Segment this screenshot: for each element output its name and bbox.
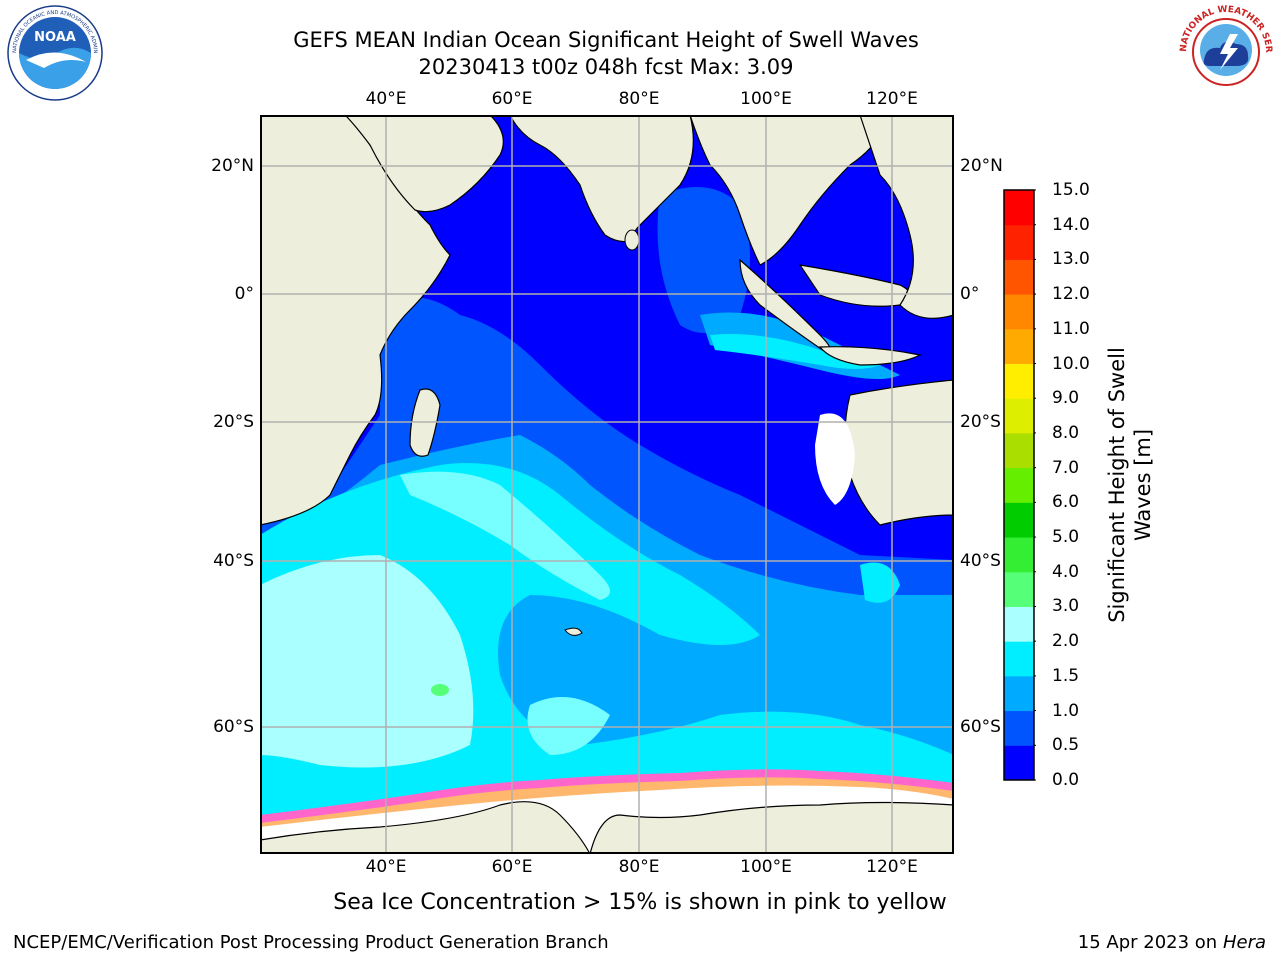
arabia-landmass	[344, 115, 504, 213]
map-frame	[260, 115, 954, 854]
colorbar-tick-label: 15.0	[1052, 180, 1090, 200]
colorbar-tick-label: 5.0	[1052, 527, 1080, 548]
swell-band-0-5-small	[396, 311, 450, 355]
footer-credit: NCEP/EMC/Verification Post Processing Pr…	[13, 932, 609, 953]
colorbar-tick-label: 8.0	[1052, 422, 1080, 443]
swell-height-map	[260, 115, 954, 854]
nws-logo: NATIONAL WEATHER SERVICE	[1176, 4, 1273, 98]
colorbar-segment	[1004, 502, 1034, 538]
swell-band-1-8-south	[527, 697, 610, 755]
noaa-logo-text: NOAA	[34, 30, 76, 45]
colorbar-label-line1: Significant Height of Swell	[1105, 347, 1129, 623]
lat-label-right-20n: 20°N	[960, 156, 1003, 176]
colorbar-segment	[1004, 259, 1034, 295]
colorbar-segment	[1004, 224, 1034, 260]
swell-band-1-5-island	[860, 562, 900, 603]
colorbar-tick-label: 11.0	[1052, 318, 1090, 339]
colorbar-segment	[1004, 363, 1034, 399]
lat-label-right-60s: 60°S	[960, 717, 1001, 737]
lat-label-left-40s: 40°S	[213, 551, 254, 571]
lat-label-left-20n: 20°N	[211, 156, 254, 176]
map-subtitle: 20230413 t00z 048h fcst Max: 3.09	[418, 55, 794, 79]
colorbar-tick-label: 7.0	[1052, 457, 1080, 478]
kerguelen-island	[564, 627, 583, 636]
colorbar-tick-label: 13.0	[1052, 249, 1090, 270]
lon-label-bottom-60e: 60°E	[491, 857, 533, 877]
colorbar-tick-label: 1.0	[1052, 700, 1080, 721]
colorbar-label: Significant Height of Swell Waves [m]	[1104, 347, 1156, 623]
lat-label-left-0: 0°	[234, 284, 254, 304]
noaa-logo: NOAA NATIONAL OCEANIC AND ATMOSPHERIC AD…	[4, 4, 103, 101]
colorbar-segment	[1004, 398, 1034, 434]
india-landmass	[509, 115, 694, 243]
colorbar-segment	[1004, 294, 1034, 330]
colorbar-tick-label: 14.0	[1052, 214, 1090, 235]
footer-date-text: 15 Apr 2023 on	[1077, 932, 1223, 953]
lon-label-top-100e: 100°E	[740, 89, 792, 109]
colorbar-segment	[1004, 745, 1034, 781]
colorbar-frame	[1003, 189, 1035, 781]
swell-band-2-0	[260, 555, 474, 768]
colorbar-segment	[1004, 675, 1034, 712]
lat-label-right-40s: 40°S	[960, 551, 1001, 571]
colorbar-tick-label: 12.0	[1052, 284, 1090, 305]
colorbar-tick-label: 1.5	[1052, 665, 1080, 686]
lon-label-bottom-40e: 40°E	[365, 857, 407, 877]
swell-band-0-5-east	[657, 187, 750, 333]
lon-label-top-80e: 80°E	[618, 89, 660, 109]
indochina-landmass	[689, 115, 891, 266]
lat-label-left-60s: 60°S	[213, 717, 254, 737]
swell-band-1-5-equatorial	[710, 334, 880, 369]
lat-label-right-20s: 20°S	[960, 412, 1001, 432]
antarctica-west	[260, 801, 591, 854]
colorbar-segment	[1004, 641, 1034, 677]
lon-label-bottom-100e: 100°E	[740, 857, 792, 877]
sea-ice-note: Sea Ice Concentration > 15% is shown in …	[333, 890, 947, 915]
lon-label-top-120e: 120°E	[866, 89, 918, 109]
footer-host: Hera	[1222, 932, 1266, 953]
colorbar-segment	[1004, 328, 1034, 365]
swell-band-1-8	[400, 471, 610, 600]
colorbar-tick-label: 0.5	[1052, 735, 1080, 756]
colorbar-tick-label: 6.0	[1052, 492, 1080, 513]
colorbar-tick-label: 0.0	[1052, 770, 1080, 790]
colorbar-tick-label: 3.0	[1052, 596, 1080, 617]
map-gridlines	[260, 115, 954, 854]
no-data-patch	[815, 413, 855, 505]
colorbar-tick-label: 4.0	[1052, 561, 1080, 582]
colorbar-tick-label: 2.0	[1052, 631, 1080, 652]
colorbar-segment	[1004, 190, 1034, 226]
colorbar-segment	[1004, 432, 1034, 469]
map-title: GEFS MEAN Indian Ocean Significant Heigh…	[293, 28, 919, 52]
java-landmass	[818, 346, 922, 366]
colorbar-tick-label: 9.0	[1052, 388, 1080, 409]
colorbar-tick-label: 10.0	[1052, 353, 1090, 374]
lon-label-bottom-80e: 80°E	[618, 857, 660, 877]
colorbar-segment	[1004, 467, 1034, 503]
swell-max-patch	[431, 684, 449, 696]
colorbar	[1003, 189, 1036, 781]
lat-label-left-20s: 20°S	[213, 412, 254, 432]
colorbar-segment	[1004, 571, 1034, 607]
colorbar-label-line2: Waves [m]	[1131, 428, 1155, 542]
lat-label-right-0: 0°	[960, 284, 980, 304]
antarctica-east	[589, 801, 954, 854]
lon-label-top-60e: 60°E	[491, 89, 533, 109]
footer-date: 15 Apr 2023 on Hera	[1078, 932, 1266, 953]
colorbar-segment	[1004, 537, 1034, 573]
colorbar-segment	[1004, 710, 1034, 746]
lon-label-bottom-120e: 120°E	[866, 857, 918, 877]
sri-lanka-landmass	[624, 229, 640, 251]
lon-label-top-40e: 40°E	[365, 89, 407, 109]
colorbar-segment	[1004, 606, 1034, 642]
